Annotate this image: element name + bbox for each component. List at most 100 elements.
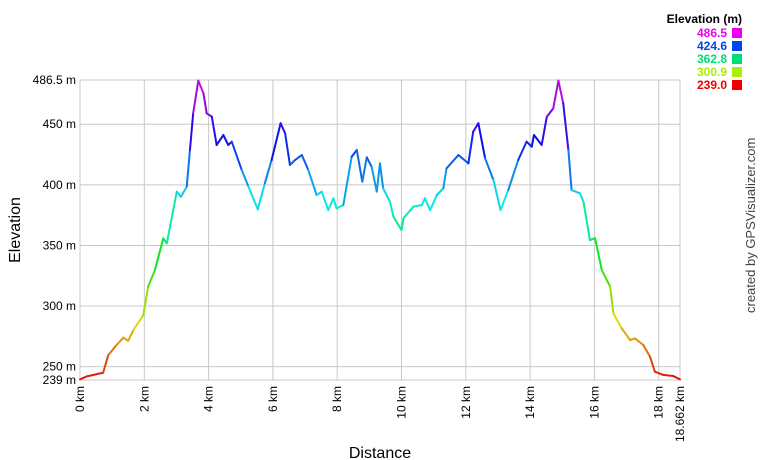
elevation-line bbox=[79, 79, 681, 381]
elevation-segment bbox=[127, 329, 135, 342]
x-tick-label: 0 km bbox=[73, 386, 87, 412]
x-tick-label: 4 km bbox=[202, 386, 216, 412]
legend-label: 239.0 bbox=[696, 78, 727, 92]
elevation-segment bbox=[355, 148, 364, 183]
legend-label: 300.9 bbox=[696, 65, 727, 79]
legend-entry: 424.6 bbox=[667, 40, 742, 53]
y-tick-label: 250 m bbox=[43, 360, 76, 374]
x-tick-label: 18.662 km bbox=[673, 386, 687, 442]
x-tick-label: 12 km bbox=[459, 386, 473, 419]
elevation-segment bbox=[365, 156, 373, 168]
elevation-segment bbox=[649, 355, 656, 373]
y-tick-label: 239 m bbox=[43, 373, 76, 387]
elevation-segment bbox=[532, 134, 543, 146]
legend-swatch bbox=[732, 67, 742, 77]
elevation-segment bbox=[179, 185, 188, 198]
elevation-segment bbox=[517, 140, 528, 161]
elevation-segment bbox=[392, 215, 403, 232]
elevation-segment bbox=[307, 168, 318, 197]
elevation-segment bbox=[562, 102, 570, 151]
elevation-segment bbox=[412, 204, 423, 208]
y-tick-label: 450 m bbox=[43, 117, 76, 131]
elevation-segment bbox=[423, 197, 432, 212]
y-axis-label: Elevation bbox=[7, 197, 24, 263]
elevation-segment bbox=[382, 187, 391, 203]
elevation-segment bbox=[185, 148, 191, 188]
elevation-segment bbox=[332, 197, 338, 210]
elevation-segment bbox=[197, 79, 205, 95]
elevation-segment bbox=[672, 375, 681, 381]
elevation-segment bbox=[662, 373, 675, 377]
elevation-segment bbox=[633, 337, 645, 346]
elevation-segment bbox=[457, 154, 470, 165]
elevation-segment bbox=[256, 182, 266, 211]
elevation-segment bbox=[115, 336, 125, 346]
elevation-segment bbox=[222, 134, 230, 146]
elevation-segment bbox=[609, 285, 615, 315]
elevation-segment bbox=[435, 187, 445, 197]
elevation-segment bbox=[202, 92, 208, 115]
elevation-segment bbox=[300, 154, 310, 171]
elevation-segment bbox=[552, 79, 560, 110]
elevation-segment bbox=[378, 162, 385, 190]
elevation-segment bbox=[361, 156, 368, 183]
legend-label: 362.8 bbox=[696, 52, 727, 66]
elevation-segment bbox=[442, 167, 448, 190]
legend-swatch bbox=[732, 80, 742, 90]
y-tick-label: 486.5 m bbox=[33, 73, 76, 87]
elevation-segment bbox=[477, 122, 487, 160]
legend-entry: 239.0 bbox=[667, 79, 742, 92]
x-axis-label: Distance bbox=[349, 445, 411, 460]
elevation-segment bbox=[288, 159, 297, 166]
elevation-segment bbox=[594, 237, 603, 272]
elevation-segment bbox=[188, 112, 195, 151]
elevation-segment bbox=[107, 343, 118, 357]
elevation-segment bbox=[484, 157, 495, 181]
elevation-segment bbox=[429, 194, 438, 212]
elevation-segment bbox=[215, 134, 225, 146]
elevation-segment bbox=[279, 122, 287, 135]
legend: Elevation (m) 486.5 424.6 362.8 300.9 239.0 bbox=[667, 12, 742, 92]
elevation-segment bbox=[642, 343, 652, 358]
elevation-segment bbox=[175, 190, 182, 198]
x-tick-label: 16 km bbox=[587, 386, 601, 419]
x-tick-label: 18 km bbox=[652, 386, 666, 419]
elevation-segment bbox=[388, 200, 395, 218]
elevation-segment bbox=[492, 179, 502, 212]
elevation-segment bbox=[653, 370, 665, 376]
elevation-segment bbox=[567, 148, 573, 192]
elevation-segment bbox=[350, 148, 358, 158]
elevation-segment bbox=[142, 285, 150, 317]
x-tick-label: 2 km bbox=[137, 386, 151, 412]
legend-entry: 300.9 bbox=[667, 66, 742, 79]
legend-entry: 362.8 bbox=[667, 53, 742, 66]
legend-swatch bbox=[732, 28, 742, 38]
elevation-segment bbox=[240, 168, 250, 188]
x-tick-label: 8 km bbox=[330, 386, 344, 412]
legend-swatch bbox=[732, 41, 742, 51]
elevation-segment bbox=[153, 237, 165, 272]
elevation-segment bbox=[467, 130, 475, 165]
legend-label: 424.6 bbox=[696, 39, 727, 53]
elevation-segment bbox=[545, 107, 555, 118]
elevation-segment bbox=[445, 154, 460, 170]
elevation-segment bbox=[320, 190, 330, 212]
elevation-segment bbox=[530, 134, 535, 148]
elevation-segment bbox=[342, 155, 353, 207]
legend-label: 486.5 bbox=[696, 26, 727, 40]
elevation-segment bbox=[247, 185, 259, 211]
elevation-segment bbox=[327, 197, 335, 212]
elevation-segment bbox=[620, 327, 632, 341]
elevation-segment bbox=[79, 375, 88, 381]
elevation-segment bbox=[132, 314, 145, 332]
elevation-segment bbox=[294, 154, 303, 161]
elevation-segment bbox=[375, 162, 381, 193]
x-tick-label: 14 km bbox=[523, 386, 537, 419]
elevation-segment bbox=[263, 159, 273, 185]
elevation-segment bbox=[147, 269, 156, 288]
elevation-segment bbox=[600, 269, 612, 288]
legend-title: Elevation (m) bbox=[666, 12, 742, 26]
elevation-segment bbox=[402, 205, 415, 220]
elevation-segment bbox=[540, 115, 548, 146]
